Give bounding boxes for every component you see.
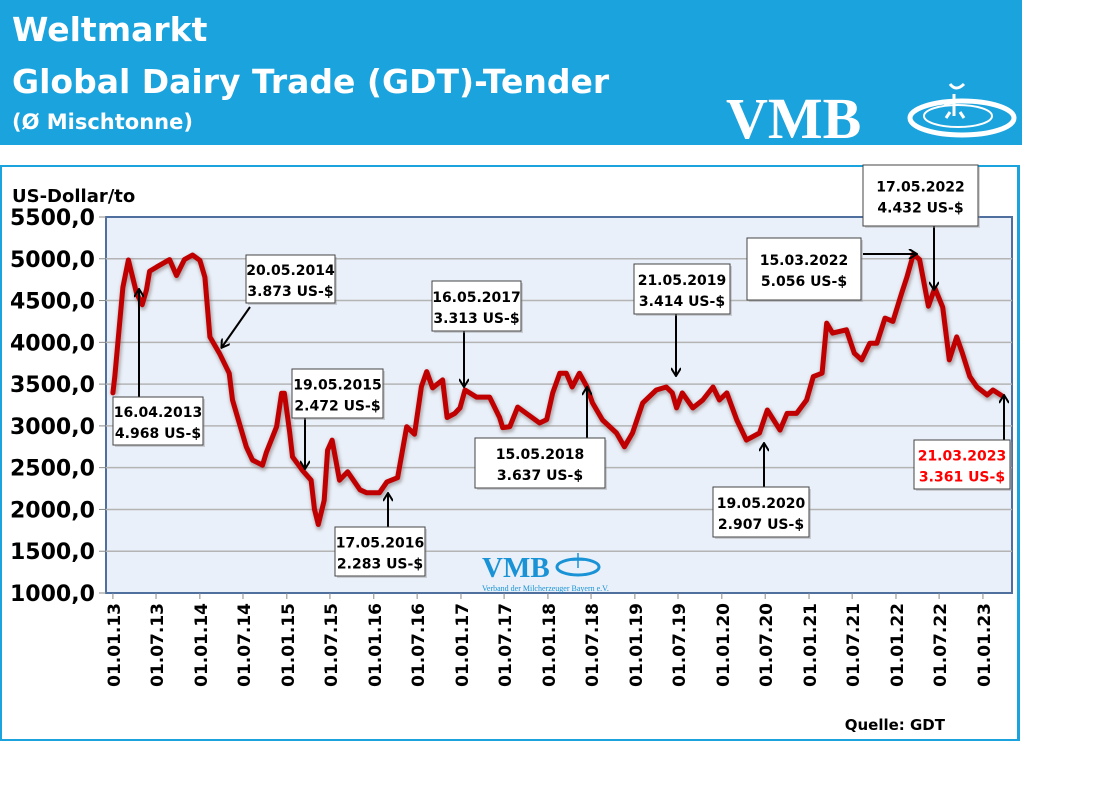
annotation: 20.05.2014 3.873 US-$ xyxy=(222,254,337,347)
annotation-date: 17.05.2022 xyxy=(876,180,965,196)
annotation: 21.03.2023 3.361 US-$ xyxy=(913,396,1012,491)
annotation-value: 3.873 US-$ xyxy=(247,284,333,300)
annotation-date: 19.05.2020 xyxy=(717,496,806,512)
plot-area xyxy=(105,216,1013,594)
annotation-value: 3.313 US-$ xyxy=(433,311,519,327)
x-tick-label: 01.01.23 xyxy=(975,603,995,687)
y-tick-label: 5000,0 xyxy=(10,248,95,273)
annotation: 16.04.2013 4.968 US-$ xyxy=(112,290,205,447)
annotation-date: 20.05.2014 xyxy=(246,263,335,279)
x-tick-label: 01.07.18 xyxy=(583,603,603,687)
chart-frame xyxy=(0,165,1020,741)
annotation-box xyxy=(431,280,522,332)
title-line-3: (Ø Mischtonne) xyxy=(12,110,193,134)
annotation-box xyxy=(291,368,384,419)
x-tick-label: 01.01.13 xyxy=(105,603,125,687)
annotation: 15.05.2018 3.637 US-$ xyxy=(474,388,607,490)
annotation: 17.05.2022 4.432 US-$ xyxy=(862,164,980,289)
x-tick-label: 01.01.20 xyxy=(714,603,734,687)
annotation: 21.05.2019 3.414 US-$ xyxy=(633,263,732,375)
annotation-box xyxy=(712,486,810,538)
annotation-value: 2.907 US-$ xyxy=(718,517,804,533)
annotation-date: 15.05.2018 xyxy=(496,447,585,463)
y-tick-label: 5500,0 xyxy=(10,206,95,231)
x-tick-label: 01.07.14 xyxy=(235,603,255,687)
x-tick-label: 01.01.16 xyxy=(366,603,386,687)
x-tick-label: 01.07.17 xyxy=(496,603,516,687)
y-tick-label: 4000,0 xyxy=(10,331,95,356)
annotation-date: 21.03.2023 xyxy=(918,449,1007,465)
annotation-value: 4.432 US-$ xyxy=(877,201,963,217)
annotation-value: 2.472 US-$ xyxy=(294,399,380,415)
annotation-box xyxy=(474,437,606,489)
annotation: 17.05.2016 2.283 US-$ xyxy=(334,494,427,578)
watermark-subtitle: Verband der Milcherzeuger Bayern e.V. xyxy=(482,584,609,593)
title-line-2: Global Dairy Trade (GDT)-Tender xyxy=(12,62,610,101)
annotation-value: 4.968 US-$ xyxy=(115,426,201,442)
y-tick-label: 3500,0 xyxy=(10,373,95,398)
title-banner: Weltmarkt Global Dairy Trade (GDT)-Tende… xyxy=(0,0,1022,145)
x-tick-label: 01.01.18 xyxy=(540,603,560,687)
y-tick-label: 4500,0 xyxy=(10,290,95,315)
x-tick-label: 01.07.22 xyxy=(931,603,951,687)
annotation-box xyxy=(746,237,862,301)
y-tick-label: 2000,0 xyxy=(10,498,95,523)
y-tick-label: 2500,0 xyxy=(10,457,95,482)
annotation: 19.05.2015 2.472 US-$ xyxy=(291,368,385,468)
annotation-date: 15.03.2022 xyxy=(760,253,849,269)
x-tick-label: 01.07.20 xyxy=(757,603,777,687)
annotation-box xyxy=(112,396,204,446)
x-tick-label: 01.01.19 xyxy=(627,603,647,687)
annotation-value: 3.414 US-$ xyxy=(639,294,725,310)
annotation-box xyxy=(913,439,1011,490)
x-tick-label: 01.07.13 xyxy=(148,603,168,687)
vmb-swoosh-icon xyxy=(907,82,1017,138)
vmb-logo-text: VMB xyxy=(726,86,861,144)
x-tick-label: 01.01.21 xyxy=(801,603,821,687)
annotation-value: 3.637 US-$ xyxy=(497,468,583,484)
x-tick-label: 01.01.15 xyxy=(279,603,299,687)
annotation-date: 16.04.2013 xyxy=(114,405,203,421)
annotation: 15.03.2022 5.056 US-$ xyxy=(746,237,916,302)
x-tick-label: 01.07.19 xyxy=(670,603,690,687)
x-tick-label: 01.01.14 xyxy=(192,603,212,687)
annotation: 19.05.2020 2.907 US-$ xyxy=(712,444,811,539)
annotation-date: 17.05.2016 xyxy=(336,536,425,552)
y-tick-label: 1500,0 xyxy=(10,540,95,565)
y-tick-label: 3000,0 xyxy=(10,415,95,440)
vmb-watermark: VMB Verband der Milcherzeuger Bayern e.V… xyxy=(482,552,609,593)
x-tick-label: 01.07.21 xyxy=(844,603,864,687)
vmb-logo: VMB xyxy=(726,82,1017,144)
annotation-date: 19.05.2015 xyxy=(293,378,382,394)
annotation-box xyxy=(245,254,336,304)
x-tick-label: 01.07.15 xyxy=(322,603,342,687)
series-line xyxy=(110,251,1005,527)
x-tick-label: 01.01.22 xyxy=(888,603,908,687)
annotation-box xyxy=(334,526,426,577)
annotation-value: 5.056 US-$ xyxy=(761,274,847,290)
y-axis-label: US-Dollar/to xyxy=(12,186,135,207)
watermark-logo-text: VMB xyxy=(482,552,550,584)
x-tick-label: 01.07.16 xyxy=(409,603,429,687)
title-line-1: Weltmarkt xyxy=(12,10,208,49)
annotation: 16.05.2017 3.313 US-$ xyxy=(431,280,523,386)
x-tick-label: 01.01.17 xyxy=(453,603,473,687)
annotation-date: 21.05.2019 xyxy=(638,273,727,289)
annotation-value: 3.361 US-$ xyxy=(919,470,1005,486)
annotation-box xyxy=(862,164,979,227)
annotation-arrow-icon xyxy=(222,306,251,347)
annotation-value: 2.283 US-$ xyxy=(337,557,423,573)
annotation-box xyxy=(633,263,731,315)
watermark-swoosh-icon xyxy=(555,553,601,577)
annotation-date: 16.05.2017 xyxy=(432,290,521,306)
source-label: Quelle: GDT xyxy=(845,716,946,734)
y-tick-label: 1000,0 xyxy=(10,582,95,607)
